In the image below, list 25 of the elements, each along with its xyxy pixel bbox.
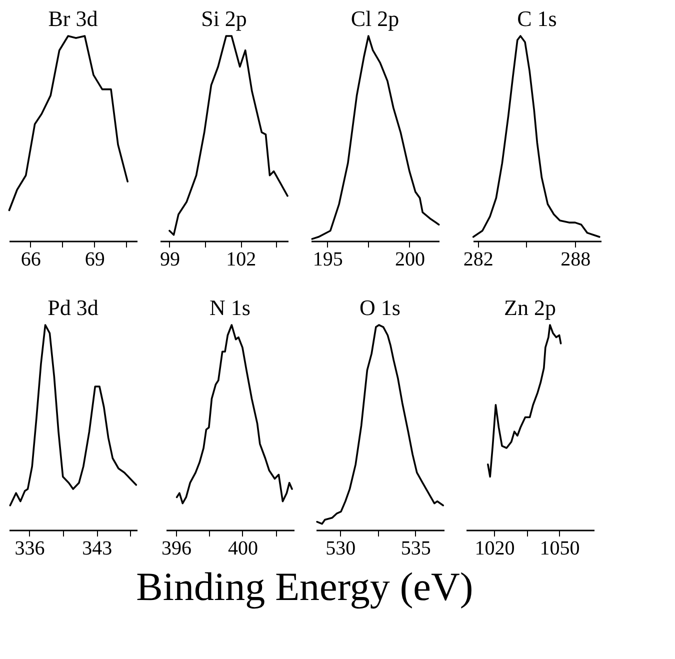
x-tick-label: 288 — [560, 248, 591, 270]
x-tick-label: 343 — [82, 538, 112, 560]
chart-title: Si 2p — [201, 6, 247, 32]
chart-title: Pd 3d — [48, 295, 98, 320]
x-tick-label: 535 — [400, 538, 431, 560]
x-tick-label: 195 — [312, 248, 343, 270]
chart-title: O 1s — [360, 295, 400, 320]
x-tick-label: 336 — [14, 538, 45, 560]
x-tick-label: 1050 — [540, 538, 580, 560]
x-tick-label: 282 — [463, 248, 494, 270]
chart-title: Cl 2p — [350, 6, 400, 32]
chart-title: Br 3d — [48, 6, 98, 32]
chart-title: Zn 2p — [504, 295, 556, 320]
x-tick-label: 400 — [228, 538, 258, 560]
x-tick-label: 396 — [161, 538, 192, 560]
x-tick-label: 102 — [226, 248, 256, 270]
x-tick-label: 99 — [160, 248, 180, 270]
x-tick-label: 530 — [326, 538, 356, 560]
x-axis-title: Binding Energy (eV) — [136, 564, 474, 609]
chart-title: C 1s — [517, 6, 557, 32]
x-tick-label: 1020 — [474, 538, 515, 560]
x-tick-label: 200 — [394, 248, 425, 270]
chart-title: N 1s — [210, 295, 250, 320]
x-tick-label: 66 — [20, 248, 41, 270]
x-tick-label: 69 — [84, 248, 105, 270]
